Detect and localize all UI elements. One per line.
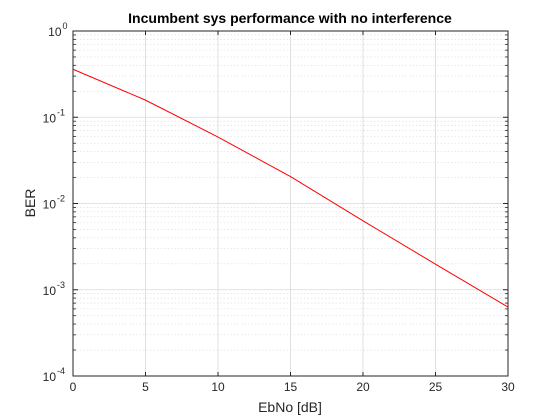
- y-tick-label-exponent: -3: [57, 280, 65, 290]
- y-tick-label-base: 10: [43, 370, 57, 384]
- x-tick-label: 0: [70, 380, 77, 394]
- y-tick-label: 10 -4: [43, 366, 65, 384]
- series-line: [72, 68, 509, 308]
- y-tick-label-exponent: -2: [57, 194, 65, 204]
- x-tick-label: 15: [284, 380, 298, 394]
- y-tick-label-exponent: 0: [63, 21, 68, 31]
- y-tick-label-base: 10: [43, 284, 57, 298]
- y-tick-label-base: 10: [43, 111, 57, 125]
- y-tick-label: 10 -1: [43, 107, 65, 125]
- x-tick-labels: 0 5 10 15 20 25 30: [70, 380, 515, 394]
- y-tick-label: 10 -2: [43, 194, 65, 212]
- x-tick-label: 10: [211, 380, 225, 394]
- y-tick-label-exponent: -1: [57, 107, 65, 117]
- y-tick-label-base: 10: [48, 25, 62, 39]
- x-tick-label: 5: [142, 380, 149, 394]
- x-tick-label: 30: [501, 380, 515, 394]
- y-tick-label-base: 10: [43, 198, 57, 212]
- x-tick-label: 25: [429, 380, 443, 394]
- y-tick-label: 10 0: [48, 21, 67, 39]
- x-axis-title: EbNo [dB]: [258, 399, 322, 415]
- y-tick-label: 10 -3: [43, 280, 65, 298]
- major-grid: [73, 31, 508, 376]
- series-layer: [72, 68, 509, 308]
- y-tick-label-exponent: -4: [57, 366, 65, 376]
- y-axis-title: BER: [22, 189, 38, 218]
- chart-title: Incumbent sys performance with no interf…: [128, 10, 452, 26]
- x-tick-label: 20: [356, 380, 370, 394]
- axis-ticks: [72, 30, 509, 377]
